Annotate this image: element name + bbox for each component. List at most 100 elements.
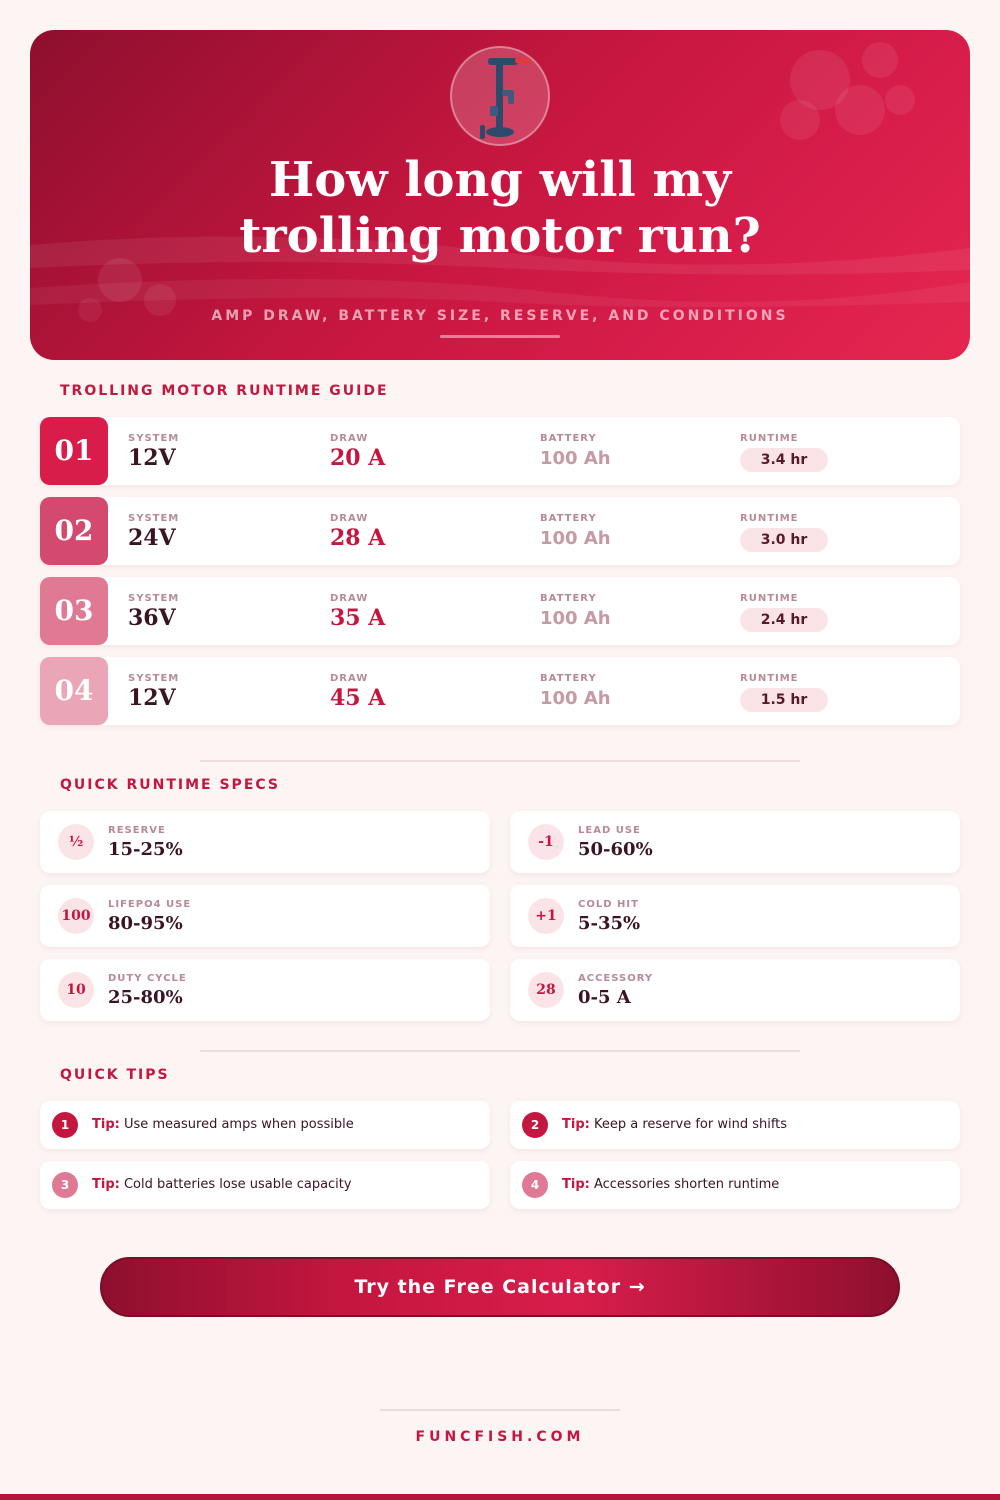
battery-value: 100 Ah [540, 528, 611, 549]
draw-value: 28 A [330, 525, 386, 551]
hero-underline [440, 335, 560, 338]
battery-cell: BATTERY 100 Ah [540, 433, 611, 469]
runtime-label: RUNTIME [740, 513, 799, 524]
runtime-cell: RUNTIME 1.5 hr [740, 673, 828, 712]
battery-cell: BATTERY 100 Ah [540, 513, 611, 549]
specs-section-title: QUICK RUNTIME SPECS [60, 777, 280, 793]
draw-value: 20 A [330, 445, 386, 471]
title-line-2: trolling motor run? [239, 208, 761, 264]
system-value: 12V [128, 685, 176, 711]
system-cell: SYSTEM 12V [128, 673, 179, 711]
hero-subtitle: AMP DRAW, BATTERY SIZE, RESERVE, AND CON… [211, 308, 789, 324]
spec-badge-icon: 28 [528, 972, 564, 1008]
trolling-motor-icon [450, 46, 550, 146]
tip-prefix: Tip: [92, 1117, 120, 1132]
tip-text: Tip: Use measured amps when possible [92, 1117, 354, 1132]
row-number: 01 [40, 417, 108, 485]
draw-label: DRAW [330, 513, 369, 524]
spec-value: 80-95% [108, 913, 183, 934]
row-number: 03 [40, 577, 108, 645]
system-value: 12V [128, 445, 176, 471]
draw-cell: DRAW 35 A [330, 593, 385, 631]
tip-number: 1 [52, 1112, 78, 1138]
spec-label: LEAD USE [578, 825, 641, 836]
runtime-row: 02 SYSTEM 24V DRAW 28 A BATTERY 100 Ah RUNTIME 3… [40, 497, 960, 565]
tip-prefix: Tip: [562, 1117, 590, 1132]
system-value: 36V [128, 605, 176, 631]
spec-badge-icon: +1 [528, 898, 564, 934]
spec-label: COLD HIT [578, 899, 639, 910]
tip-prefix: Tip: [562, 1177, 590, 1192]
battery-label: BATTERY [540, 593, 597, 604]
spec-label: ACCESSORY [578, 973, 654, 984]
spec-card: 28 ACCESSORY 0-5 A [510, 959, 960, 1021]
spec-value: 25-80% [108, 987, 183, 1008]
runtime-cell: RUNTIME 3.4 hr [740, 433, 828, 472]
battery-label: BATTERY [540, 433, 597, 444]
tip-card: 2 Tip: Keep a reserve for wind shifts [510, 1101, 960, 1149]
spec-value: 50-60% [578, 839, 653, 860]
tip-text: Tip: Accessories shorten runtime [562, 1177, 779, 1192]
runtime-cell: RUNTIME 3.0 hr [740, 513, 828, 552]
spec-card: 100 LIFEPO4 USE 80-95% [40, 885, 490, 947]
system-label: SYSTEM [128, 433, 180, 444]
draw-cell: DRAW 45 A [330, 673, 385, 711]
system-cell: SYSTEM 12V [128, 433, 179, 471]
draw-label: DRAW [330, 673, 369, 684]
system-label: SYSTEM [128, 513, 180, 524]
spec-value: 15-25% [108, 839, 183, 860]
system-cell: SYSTEM 24V [128, 513, 179, 551]
spec-card: ½ RESERVE 15-25% [40, 811, 490, 873]
tip-prefix: Tip: [92, 1177, 120, 1192]
runtime-badge: 2.4 hr [740, 608, 828, 632]
system-label: SYSTEM [128, 593, 180, 604]
tip-card: 4 Tip: Accessories shorten runtime [510, 1161, 960, 1209]
guide-section-title: TROLLING MOTOR RUNTIME GUIDE [60, 383, 389, 399]
spec-badge-icon: 10 [58, 972, 94, 1008]
spec-label: LIFEPO4 USE [108, 899, 192, 910]
draw-cell: DRAW 20 A [330, 433, 385, 471]
tip-number: 4 [522, 1172, 548, 1198]
battery-label: BATTERY [540, 673, 597, 684]
runtime-row: 04 SYSTEM 12V DRAW 45 A BATTERY 100 Ah RUNTIME 1… [40, 657, 960, 725]
tip-body: Use measured amps when possible [123, 1117, 354, 1132]
hero-banner: How long will my trolling motor run? AMP… [30, 30, 970, 360]
divider [200, 760, 800, 762]
tip-card: 1 Tip: Use measured amps when possible [40, 1101, 490, 1149]
battery-cell: BATTERY 100 Ah [540, 673, 611, 709]
row-number: 02 [40, 497, 108, 565]
divider [200, 1050, 800, 1052]
spec-card: 10 DUTY CYCLE 25-80% [40, 959, 490, 1021]
runtime-label: RUNTIME [740, 433, 799, 444]
runtime-badge: 3.4 hr [740, 448, 828, 472]
battery-cell: BATTERY 100 Ah [540, 593, 611, 629]
system-label: SYSTEM [128, 673, 180, 684]
spec-card: +1 COLD HIT 5-35% [510, 885, 960, 947]
runtime-cell: RUNTIME 2.4 hr [740, 593, 828, 632]
draw-label: DRAW [330, 593, 369, 604]
tips-section-title: QUICK TIPS [60, 1067, 170, 1083]
footer-divider [380, 1409, 620, 1411]
page-title: How long will my trolling motor run? [30, 152, 970, 264]
draw-value: 45 A [330, 685, 386, 711]
runtime-row: 03 SYSTEM 36V DRAW 35 A BATTERY 100 Ah RUNTIME 2… [40, 577, 960, 645]
tip-number: 3 [52, 1172, 78, 1198]
draw-cell: DRAW 28 A [330, 513, 385, 551]
system-cell: SYSTEM 36V [128, 593, 179, 631]
footer-site-link[interactable]: FUNCFISH.COM [415, 1429, 585, 1445]
tip-body: Accessories shorten runtime [593, 1177, 780, 1192]
tip-text: Tip: Cold batteries lose usable capacity [92, 1177, 352, 1192]
draw-label: DRAW [330, 433, 369, 444]
tip-card: 3 Tip: Cold batteries lose usable capacit… [40, 1161, 490, 1209]
bottom-bar [0, 1494, 1000, 1500]
spec-card: -1 LEAD USE 50-60% [510, 811, 960, 873]
tip-number: 2 [522, 1112, 548, 1138]
free-calculator-button[interactable]: Try the Free Calculator → [100, 1257, 900, 1317]
spec-label: RESERVE [108, 825, 166, 836]
battery-value: 100 Ah [540, 448, 611, 469]
runtime-label: RUNTIME [740, 673, 799, 684]
spec-label: DUTY CYCLE [108, 973, 187, 984]
tip-body: Keep a reserve for wind shifts [593, 1117, 788, 1132]
runtime-badge: 1.5 hr [740, 688, 828, 712]
system-value: 24V [128, 525, 176, 551]
